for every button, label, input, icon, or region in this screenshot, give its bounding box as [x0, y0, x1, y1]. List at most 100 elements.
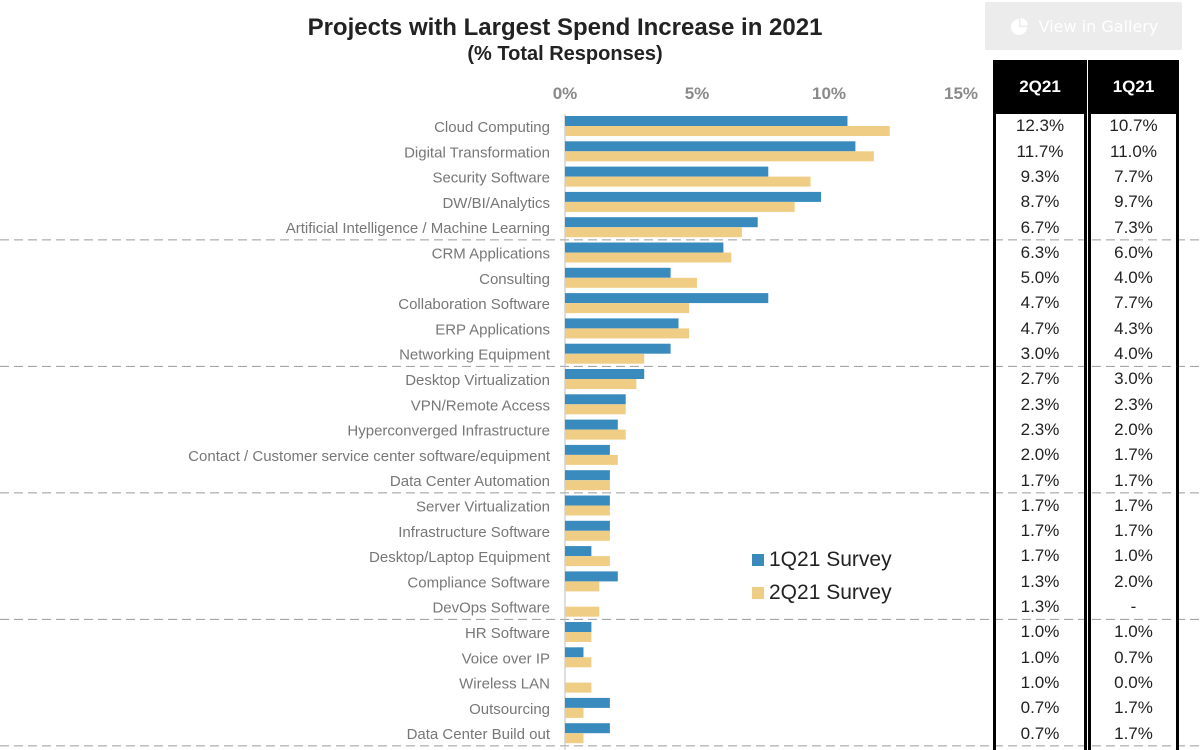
- table-cell-1q21: 7.7%: [1114, 293, 1153, 313]
- table-cell-1q21: 6.0%: [1114, 242, 1153, 262]
- table-cell-1q21: 4.3%: [1114, 318, 1153, 338]
- bar-1q21: [565, 723, 610, 734]
- table-cell-2q21: 4.7%: [1020, 293, 1060, 313]
- bar-1q21: [565, 622, 592, 632]
- bar-1q21: [565, 217, 758, 228]
- bar-2q21: [565, 227, 742, 238]
- bar-2q21: [565, 151, 874, 162]
- category-label: Security Software: [432, 170, 550, 187]
- chart-subtitle: (% Total Responses): [467, 43, 663, 65]
- legend-label-1q21: 1Q21 Survey: [769, 547, 892, 571]
- table-cell-1q21: 11.0%: [1110, 141, 1157, 161]
- bar-1q21: [565, 571, 618, 582]
- legend-item-1q21: 1Q21 Survey: [752, 543, 892, 576]
- bar-2q21: [565, 707, 584, 718]
- table-cell-2q21: 5.0%: [1020, 268, 1060, 288]
- bar-2q21: [565, 201, 795, 212]
- table-cell-1q21: 1.7%: [1114, 698, 1153, 718]
- table-cell-2q21: 0.7%: [1020, 723, 1060, 743]
- category-label: Server Virtualization: [416, 499, 550, 516]
- category-label: VPN/Remote Access: [411, 397, 550, 414]
- table-cell-2q21: 1.0%: [1020, 647, 1060, 667]
- category-label: Networking Equipment: [399, 347, 551, 364]
- table-cell-1q21: 2.3%: [1114, 394, 1153, 414]
- bar-2q21: [565, 454, 618, 465]
- category-label: Artificial Intelligence / Machine Learni…: [286, 220, 550, 237]
- table-cell-2q21: 4.7%: [1020, 318, 1060, 338]
- bar-2q21: [565, 682, 592, 693]
- table-cell-2q21: 8.7%: [1020, 192, 1060, 212]
- legend-item-2q21: 2Q21 Survey: [752, 576, 892, 609]
- bar-1q21: [565, 470, 610, 481]
- category-label: CRM Applications: [432, 246, 550, 263]
- table-column-1q21: 1Q21 10.7% 11.0% 7.7% 9.7% 7.3% 6.0% 4.0% 7.7% 4…: [1088, 60, 1179, 750]
- legend-label-2q21: 2Q21 Survey: [769, 580, 892, 604]
- table-header-1q21: 1Q21: [1091, 60, 1176, 114]
- x-tick-label: 15%: [944, 84, 978, 103]
- bar-1q21: [565, 495, 610, 506]
- table-cell-1q21: 1.7%: [1114, 470, 1153, 490]
- bar-1q21: [565, 546, 592, 557]
- bar-2q21: [565, 328, 690, 339]
- category-label: Collaboration Software: [398, 296, 550, 313]
- category-label: Consulting: [479, 271, 550, 288]
- category-label: ERP Applications: [435, 321, 550, 338]
- category-label: Cloud Computing: [434, 119, 550, 136]
- table-cell-1q21: -: [1130, 597, 1137, 617]
- table-cell-1q21: 1.7%: [1114, 723, 1153, 743]
- bar-2q21: [565, 404, 626, 415]
- table-cell-2q21: 2.7%: [1020, 369, 1060, 389]
- category-label: Desktop/Laptop Equipment: [369, 549, 551, 566]
- bar-1q21: [565, 141, 856, 152]
- table-cell-1q21: 0.0%: [1114, 672, 1153, 692]
- chart-legend: 1Q21 Survey 2Q21 Survey: [752, 543, 892, 609]
- table-header-2q21: 2Q21: [996, 60, 1084, 114]
- category-label: Voice over IP: [462, 650, 550, 667]
- table-cell-1q21: 4.0%: [1114, 344, 1153, 364]
- category-label: Hyperconverged Infrastructure: [347, 423, 550, 440]
- view-in-gallery-label: View in Gallery: [1038, 16, 1159, 36]
- table-cell-2q21: 1.7%: [1020, 521, 1060, 541]
- table-cell-1q21: 2.0%: [1114, 571, 1153, 591]
- bar-2q21: [565, 176, 811, 187]
- category-label: Desktop Virtualization: [405, 372, 550, 389]
- bar-1q21: [565, 242, 724, 253]
- legend-swatch-1q21: [752, 553, 764, 566]
- bar-2q21: [565, 530, 610, 541]
- bar-2q21: [565, 733, 584, 744]
- pie-chart-icon: [1010, 18, 1028, 35]
- category-label: Digital Transformation: [404, 144, 550, 161]
- table-cell-1q21: 1.7%: [1114, 445, 1153, 465]
- category-label: Data Center Build out: [407, 726, 551, 743]
- x-tick-label: 0%: [553, 84, 578, 103]
- category-label: Infrastructure Software: [398, 524, 550, 541]
- table-cell-2q21: 2.3%: [1020, 419, 1060, 439]
- bar-1q21: [565, 267, 671, 278]
- bar-2q21: [565, 126, 890, 136]
- bar-2q21: [565, 632, 592, 642]
- bar-1q21: [565, 520, 610, 531]
- table-cell-2q21: 1.3%: [1020, 597, 1060, 617]
- chart-title: Projects with Largest Spend Increase in …: [307, 14, 823, 41]
- bar-1q21: [565, 394, 626, 405]
- category-label: Contact / Customer service center softwa…: [188, 448, 551, 465]
- bar-2q21: [565, 252, 732, 263]
- bar-2q21: [565, 303, 690, 314]
- bar-1q21: [565, 444, 610, 455]
- category-label: Wireless LAN: [459, 676, 550, 693]
- table-cell-2q21: 1.7%: [1020, 470, 1060, 490]
- bar-1q21: [565, 697, 610, 708]
- bar-1q21: [565, 343, 671, 354]
- table-cell-1q21: 10.7%: [1109, 116, 1158, 136]
- legend-swatch-2q21: [752, 586, 764, 599]
- table-cell-2q21: 12.3%: [1015, 116, 1065, 136]
- bar-2q21: [565, 657, 592, 668]
- table-cell-1q21: 4.0%: [1114, 268, 1153, 288]
- view-in-gallery-button[interactable]: View in Gallery: [985, 2, 1182, 50]
- bar-1q21: [565, 318, 679, 329]
- table-cell-1q21: 3.0%: [1114, 369, 1153, 389]
- table-cell-1q21: 9.7%: [1114, 192, 1153, 212]
- table-column-2q21: 2Q21 12.3% 11.7% 9.3% 8.7% 6.7% 6.3% 5.0% 4.7% 4…: [993, 60, 1087, 750]
- bar-2q21: [565, 429, 626, 440]
- table-cell-1q21: 0.7%: [1114, 647, 1153, 667]
